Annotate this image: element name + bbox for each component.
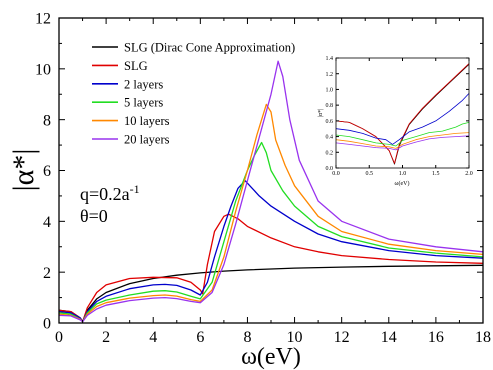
main-series-line-4	[58, 103, 484, 323]
main-x-tick-label: 0	[55, 329, 63, 346]
inset-ticks	[335, 57, 470, 169]
legend-label-20-layers: 20 layers	[124, 133, 170, 147]
inset-y-tick-label: 1.0	[326, 88, 334, 94]
inset-series-line-5	[335, 135, 470, 151]
inset-background	[336, 58, 469, 168]
main-y-tick-label: 8	[43, 112, 51, 129]
main-y-tick-label: 6	[43, 163, 51, 180]
main-series-line-0	[58, 264, 484, 323]
main-x-tick-label: 10	[287, 329, 303, 346]
main-x-tick-label: 14	[381, 329, 397, 346]
main-ticks	[58, 17, 484, 324]
annotation-q-exponent: -1	[130, 182, 140, 196]
main-series-line-3	[58, 141, 484, 323]
main-tick-labels: 0 2 4 6 8 10 12 14 16 18 0 2 4 6 8 10 12	[35, 11, 491, 346]
inset-chart: 0.0 0.5 1.0 1.5 2.00.00.20.40.60.81.01.21.4 …	[318, 56, 473, 187]
annotation-q-text: q=0.2a	[80, 184, 130, 204]
main-chart: 0 2 4 6 8 10 12 14 16 18 0 2 4 6 8 10 12 ω(eV) |α*| SLG …	[7, 11, 491, 370]
inset-series-line-2	[335, 93, 470, 145]
main-x-tick-label: 4	[149, 329, 157, 346]
inset-x-tick-label: 0.5	[366, 171, 374, 177]
inset-series-line-3	[335, 122, 470, 147]
annotation-q: q=0.2a-1	[80, 182, 140, 204]
main-y-axis-label: |α*|	[7, 149, 40, 192]
inset-y-tick-label: 0.2	[326, 150, 334, 156]
inset-y-tick-label: 0.8	[326, 103, 334, 109]
legend-label-5-layers: 5 layers	[124, 96, 163, 110]
inset-x-tick-label: 0.0	[332, 171, 340, 177]
inset-y-tick-label: 0.0	[326, 166, 334, 172]
legend-label-slg: SLG	[124, 59, 148, 73]
legend-label-10-layers: 10 layers	[124, 114, 170, 128]
inset-y-tick-label: 1.4	[326, 56, 334, 62]
main-x-tick-label: 6	[196, 329, 204, 346]
inset-x-tick-label: 2.0	[465, 171, 473, 177]
legend-label-slg-dirac-cone-approximation: SLG (Dirac Cone Approximation)	[124, 41, 295, 55]
main-series-line-5	[58, 60, 484, 323]
main-series-line-1	[58, 213, 484, 323]
inset-y-axis-label: |α*|	[318, 109, 324, 118]
main-x-tick-label: 18	[475, 329, 491, 346]
main-y-tick-label: 12	[35, 11, 51, 28]
inset-y-tick-label: 1.2	[326, 72, 334, 78]
inset-y-tick-label: 0.6	[326, 119, 334, 125]
main-y-tick-label: 2	[43, 265, 51, 282]
inset-tick-labels: 0.0 0.5 1.0 1.5 2.0 0.0 0.2 0.4 0.6 0.8 1.0 1.2 1.4	[326, 56, 473, 177]
inset-x-tick-label: 1.5	[432, 171, 440, 177]
inset-y-tick-label: 0.4	[326, 135, 334, 141]
inset-series-line-4	[335, 132, 470, 149]
main-y-tick-label: 4	[43, 214, 51, 231]
main-y-tick-label: 10	[35, 61, 51, 78]
main-x-tick-label: 12	[334, 329, 350, 346]
main-x-tick-label: 8	[243, 329, 251, 346]
main-y-tick-label: 0	[43, 316, 51, 333]
legend-label-2-layers: 2 layers	[124, 77, 163, 91]
inset-series-group	[335, 63, 470, 165]
main-x-tick-label: 16	[428, 329, 444, 346]
inset-series-line-1	[335, 63, 470, 164]
main-x-tick-label: 2	[102, 329, 110, 346]
inset-x-axis-label: ω(eV)	[395, 180, 410, 187]
main-legend: SLG (Dirac Cone Approximation) SLG 2 layer…	[92, 41, 295, 147]
annotation-theta: θ=0	[80, 206, 108, 226]
main-series-group	[58, 60, 484, 323]
main-x-axis-label: ω(eV)	[241, 344, 301, 370]
inset-x-tick-label: 1.0	[399, 171, 407, 177]
main-series-line-2	[58, 180, 484, 323]
